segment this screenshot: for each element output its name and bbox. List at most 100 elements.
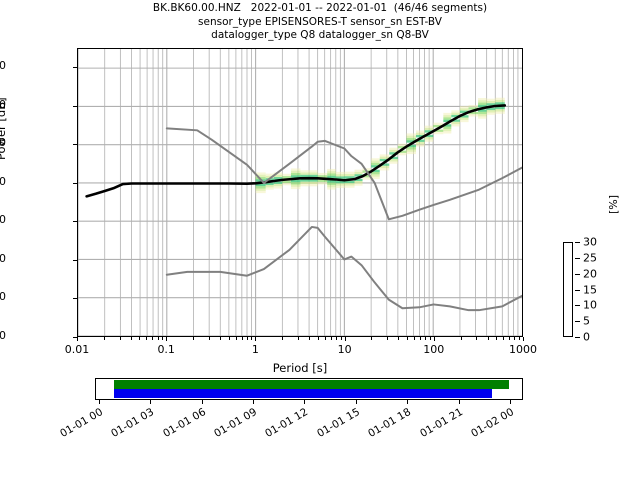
time-coverage-axis <box>95 378 523 400</box>
y-tick-label: −180 <box>0 290 6 304</box>
time-tick-label: 01-01 09 <box>212 406 260 441</box>
time-tick-label: 01-01 12 <box>263 406 311 441</box>
x-tick-minor <box>414 337 415 340</box>
time-tick-label: 01-02 00 <box>468 406 516 441</box>
x-tick-major <box>166 337 168 341</box>
x-tick-minor <box>324 337 326 340</box>
title-line-1: BK.BK60.00.HNZ 2022-01-01 -- 2022-01-01 … <box>152 2 488 14</box>
x-tick-minor <box>371 337 373 340</box>
time-tick-label: 01-01 15 <box>314 406 362 441</box>
x-tick-minor <box>398 337 400 340</box>
ppsd-curves <box>78 49 522 336</box>
y-tick-mark <box>73 144 77 146</box>
x-tick-major <box>433 337 435 341</box>
curve-nlnm-low-noise-model <box>165 225 522 312</box>
x-tick-minor <box>162 337 164 340</box>
y-tick-label: −80 <box>0 97 6 111</box>
colorbar-tick-mark <box>575 337 580 338</box>
x-tick-minor <box>387 337 389 340</box>
curve-mode-psd <box>85 104 507 198</box>
x-tick-minor <box>152 337 154 340</box>
time-tick-label: 01-01 18 <box>366 406 414 441</box>
colorbar-unit-label: [%] <box>607 194 620 214</box>
x-tick-minor <box>282 337 284 340</box>
figure-title: BK.BK60.00.HNZ 2022-01-01 -- 2022-01-01 … <box>0 2 640 43</box>
time-tick-mark <box>355 400 357 404</box>
time-tick-mark <box>407 400 409 404</box>
curve-nhnm-high-noise-model <box>165 127 522 221</box>
y-tick-mark <box>73 182 77 184</box>
x-tick-label: 1000 <box>509 343 537 356</box>
x-tick-minor <box>496 337 498 340</box>
x-tick-minor <box>340 337 342 340</box>
time-tick-label: 01-01 21 <box>417 406 465 441</box>
x-tick-minor <box>509 337 511 340</box>
y-tick-label: −140 <box>0 213 6 227</box>
y-tick-label: −100 <box>0 136 6 150</box>
y-tick-mark <box>73 259 77 261</box>
coverage-bar-blue <box>113 389 493 398</box>
time-tick-mark <box>201 400 203 404</box>
title-line-2: sensor_type EPISENSORES-T sensor_sn EST-… <box>198 15 442 28</box>
time-tick-mark <box>99 400 100 404</box>
x-tick-major <box>255 337 257 341</box>
x-tick-minor <box>193 337 195 340</box>
colorbar-tick-mark <box>575 321 580 323</box>
y-tick-label: −200 <box>0 329 6 342</box>
x-tick-label: 1 <box>251 343 259 356</box>
colorbar-tick-label: 10 <box>583 298 597 312</box>
y-tick-mark <box>73 298 77 300</box>
x-tick-minor <box>330 337 332 340</box>
x-tick-minor <box>297 337 299 340</box>
y-tick-label: −120 <box>0 174 6 188</box>
x-tick-minor <box>251 337 253 340</box>
colorbar-tick-label: 15 <box>583 283 597 296</box>
x-tick-label: 100 <box>423 343 445 356</box>
x-tick-label: 10 <box>337 343 352 356</box>
x-tick-minor <box>317 337 319 340</box>
x-tick-minor <box>425 337 427 340</box>
colorbar-tick-mark <box>575 242 580 243</box>
time-tick-mark <box>150 400 152 404</box>
x-tick-label: 0.1 <box>157 343 175 356</box>
x-tick-minor <box>228 337 230 340</box>
x-tick-label: 0.01 <box>64 343 90 356</box>
x-tick-minor <box>487 337 489 340</box>
time-tick-mark <box>304 400 306 404</box>
colorbar <box>563 242 573 337</box>
colorbar-tick-label: 25 <box>583 251 597 265</box>
x-tick-minor <box>419 337 421 340</box>
x-tick-minor <box>208 337 210 340</box>
x-axis-label: Period [s] <box>272 361 328 375</box>
colorbar-tick-label: 20 <box>583 267 597 281</box>
x-tick-minor <box>241 337 243 340</box>
ppsd-plot-area <box>77 48 523 337</box>
x-tick-minor <box>235 337 237 340</box>
y-tick-mark <box>73 67 77 69</box>
x-tick-minor <box>157 337 159 340</box>
time-tick-mark <box>253 400 255 404</box>
time-tick-label: 01-01 00 <box>58 406 105 441</box>
x-tick-minor <box>476 337 478 340</box>
x-tick-minor <box>103 337 105 340</box>
colorbar-tick-mark <box>575 289 580 291</box>
x-tick-major <box>344 337 346 341</box>
title-line-3: datalogger_type Q8 datalogger_sn Q8-BV <box>211 29 429 41</box>
x-tick-minor <box>146 337 148 340</box>
x-tick-major <box>523 337 524 341</box>
x-tick-major <box>77 337 78 341</box>
x-tick-minor <box>429 337 431 340</box>
x-tick-minor <box>518 337 520 340</box>
colorbar-tick-label: 30 <box>583 235 597 249</box>
y-tick-label: −160 <box>0 251 6 265</box>
y-tick-mark <box>73 221 77 223</box>
colorbar-tick-mark <box>575 257 580 259</box>
colorbar-tick-mark <box>575 273 580 275</box>
time-tick-label: 01-01 03 <box>109 406 157 441</box>
x-tick-minor <box>503 337 505 340</box>
colorbar-tick-label: 5 <box>583 314 590 328</box>
x-tick-minor <box>460 337 462 340</box>
y-tick-label: −60 <box>0 59 6 73</box>
y-tick-mark <box>73 337 77 338</box>
coverage-bar-green <box>113 380 509 389</box>
